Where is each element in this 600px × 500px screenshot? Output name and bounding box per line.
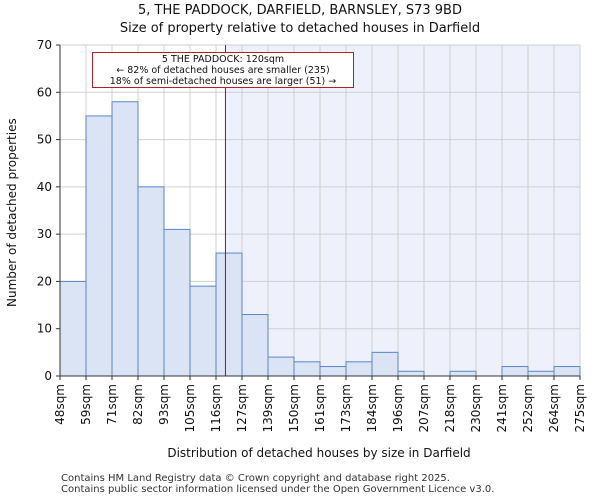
grid <box>59 44 581 377</box>
bar-127sqm <box>241 314 269 377</box>
x-tick-label-116sqm: 116sqm <box>209 384 223 432</box>
axes: 0 10 20 30 40 50 60 70 48sqm 59sqm 71sqm 82sqm 93sqm… <box>37 38 587 432</box>
bar-161sqm <box>319 366 347 377</box>
x-tick-label-207sqm: 207sqm <box>417 384 431 432</box>
y-tick-label: 20 <box>37 274 52 288</box>
x-tick-label-71sqm: 71sqm <box>105 384 119 425</box>
bar-264sqm <box>553 366 581 377</box>
chart-title-line1: 5, THE PADDOCK, DARFIELD, BARNSLEY, S73 … <box>138 3 462 18</box>
x-tick-label-82sqm: 82sqm <box>131 384 145 425</box>
x-tick-label-218sqm: 218sqm <box>443 384 457 432</box>
x-tick-label-241sqm: 241sqm <box>495 384 509 432</box>
y-tick-label: 10 <box>37 322 52 336</box>
bar-82sqm <box>137 186 165 377</box>
x-tick-label-150sqm: 150sqm <box>287 384 301 432</box>
bar-218sqm <box>449 370 477 377</box>
bar-139sqm <box>267 356 295 377</box>
bar-71sqm <box>111 101 139 377</box>
bar-105sqm <box>189 285 217 377</box>
bars <box>59 45 581 377</box>
x-tick-label-184sqm: 184sqm <box>365 384 379 432</box>
annotation-line1: 5 THE PADDOCK: 120sqm <box>161 54 285 65</box>
x-tick-label-59sqm: 59sqm <box>79 384 93 425</box>
bar-173sqm <box>345 361 373 377</box>
bar-252sqm <box>527 370 555 377</box>
x-tick-label-139sqm: 139sqm <box>261 384 275 432</box>
bar-184sqm <box>371 351 399 377</box>
bar-150sqm <box>293 361 321 377</box>
bar-116sqm <box>215 252 243 377</box>
x-tick-label-264sqm: 264sqm <box>547 384 561 432</box>
bar-241sqm <box>501 366 529 377</box>
x-tick-label-173sqm: 173sqm <box>339 384 353 432</box>
bar-196sqm <box>397 370 425 377</box>
highlight-region <box>225 45 581 376</box>
x-tick-label-196sqm: 196sqm <box>391 384 405 432</box>
bar-48sqm <box>59 280 87 377</box>
y-axis-label: Number of detached properties <box>5 118 19 307</box>
x-tick-label-230sqm: 230sqm <box>469 384 483 432</box>
x-tick-label-105sqm: 105sqm <box>183 384 197 432</box>
x-tick-label-252sqm: 252sqm <box>521 384 535 432</box>
y-tick-label: 0 <box>44 369 52 383</box>
x-tick-label-127sqm: 127sqm <box>235 384 249 432</box>
footer: Contains HM Land Registry data © Crown c… <box>61 473 494 495</box>
y-tick-label: 60 <box>37 85 52 99</box>
y-tick-label: 70 <box>37 38 52 52</box>
annotation-line2: ← 82% of detached houses are smaller (23… <box>116 65 330 76</box>
chart-title-line2: Size of property relative to detached ho… <box>119 21 481 36</box>
x-tick-label-275sqm: 275sqm <box>573 384 587 432</box>
x-axis-label: Distribution of detached houses by size … <box>167 446 471 460</box>
x-tick-label-161sqm: 161sqm <box>313 384 327 432</box>
y-tick-label: 40 <box>37 180 52 194</box>
x-tick-label-48sqm: 48sqm <box>53 384 67 425</box>
bar-59sqm <box>85 115 113 377</box>
y-tick-label: 50 <box>37 133 52 147</box>
property-annotation-box: 5 THE PADDOCK: 120sqm ← 82% of detached … <box>92 52 354 88</box>
y-tick-label: 30 <box>37 227 52 241</box>
footer-line2: Contains public sector information licen… <box>61 484 495 495</box>
x-tick-label-93sqm: 93sqm <box>157 384 171 425</box>
footer-line1: Contains HM Land Registry data © Crown c… <box>61 473 450 484</box>
annotation-line3: 18% of semi-detached houses are larger (… <box>109 76 337 87</box>
bar-93sqm <box>163 228 191 377</box>
